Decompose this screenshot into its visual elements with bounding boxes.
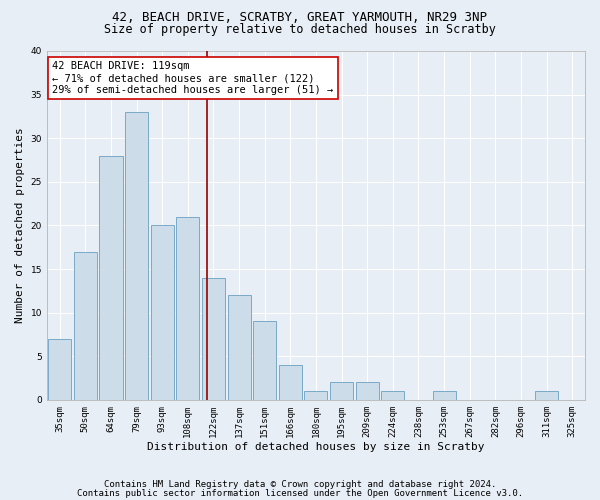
Bar bbox=[356, 382, 379, 400]
Bar bbox=[202, 278, 225, 400]
Bar bbox=[227, 295, 251, 400]
Text: Size of property relative to detached houses in Scratby: Size of property relative to detached ho… bbox=[104, 22, 496, 36]
Bar bbox=[279, 365, 302, 400]
Bar bbox=[125, 112, 148, 400]
Bar bbox=[74, 252, 97, 400]
Bar bbox=[253, 322, 276, 400]
Text: 42 BEACH DRIVE: 119sqm
← 71% of detached houses are smaller (122)
29% of semi-de: 42 BEACH DRIVE: 119sqm ← 71% of detached… bbox=[52, 62, 334, 94]
Bar bbox=[48, 339, 71, 400]
Text: Contains HM Land Registry data © Crown copyright and database right 2024.: Contains HM Land Registry data © Crown c… bbox=[104, 480, 496, 489]
Bar bbox=[535, 391, 558, 400]
Text: 42, BEACH DRIVE, SCRATBY, GREAT YARMOUTH, NR29 3NP: 42, BEACH DRIVE, SCRATBY, GREAT YARMOUTH… bbox=[113, 11, 487, 24]
Bar bbox=[304, 391, 328, 400]
Y-axis label: Number of detached properties: Number of detached properties bbox=[15, 128, 25, 324]
Bar bbox=[100, 156, 122, 400]
Bar bbox=[151, 226, 174, 400]
X-axis label: Distribution of detached houses by size in Scratby: Distribution of detached houses by size … bbox=[147, 442, 485, 452]
Bar bbox=[330, 382, 353, 400]
Bar bbox=[381, 391, 404, 400]
Text: Contains public sector information licensed under the Open Government Licence v3: Contains public sector information licen… bbox=[77, 488, 523, 498]
Bar bbox=[433, 391, 455, 400]
Bar bbox=[176, 216, 199, 400]
